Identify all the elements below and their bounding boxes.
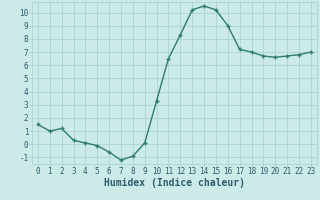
X-axis label: Humidex (Indice chaleur): Humidex (Indice chaleur) [104,178,245,188]
